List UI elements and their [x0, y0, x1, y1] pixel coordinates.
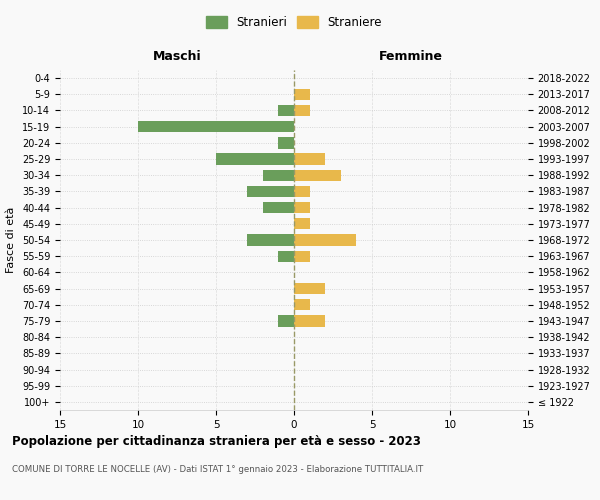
- Bar: [263, 202, 294, 213]
- Bar: [278, 105, 294, 116]
- Bar: [294, 88, 310, 100]
- Text: Popolazione per cittadinanza straniera per età e sesso - 2023: Popolazione per cittadinanza straniera p…: [12, 435, 421, 448]
- Bar: [138, 121, 294, 132]
- Bar: [294, 299, 310, 310]
- Bar: [294, 202, 310, 213]
- Bar: [247, 234, 294, 246]
- Text: COMUNE DI TORRE LE NOCELLE (AV) - Dati ISTAT 1° gennaio 2023 - Elaborazione TUTT: COMUNE DI TORRE LE NOCELLE (AV) - Dati I…: [12, 465, 423, 474]
- Bar: [294, 154, 325, 164]
- Y-axis label: Anni di nascita: Anni di nascita: [599, 198, 600, 281]
- Bar: [294, 234, 356, 246]
- Bar: [278, 137, 294, 148]
- Bar: [294, 170, 341, 181]
- Bar: [278, 250, 294, 262]
- Bar: [294, 105, 310, 116]
- Bar: [294, 250, 310, 262]
- Bar: [294, 218, 310, 230]
- Bar: [294, 186, 310, 197]
- Bar: [247, 186, 294, 197]
- Y-axis label: Fasce di età: Fasce di età: [7, 207, 16, 273]
- Text: Femmine: Femmine: [379, 50, 443, 63]
- Legend: Stranieri, Straniere: Stranieri, Straniere: [201, 11, 387, 34]
- Bar: [294, 316, 325, 326]
- Bar: [263, 170, 294, 181]
- Bar: [294, 283, 325, 294]
- Text: Maschi: Maschi: [152, 50, 202, 63]
- Bar: [216, 154, 294, 164]
- Bar: [278, 316, 294, 326]
